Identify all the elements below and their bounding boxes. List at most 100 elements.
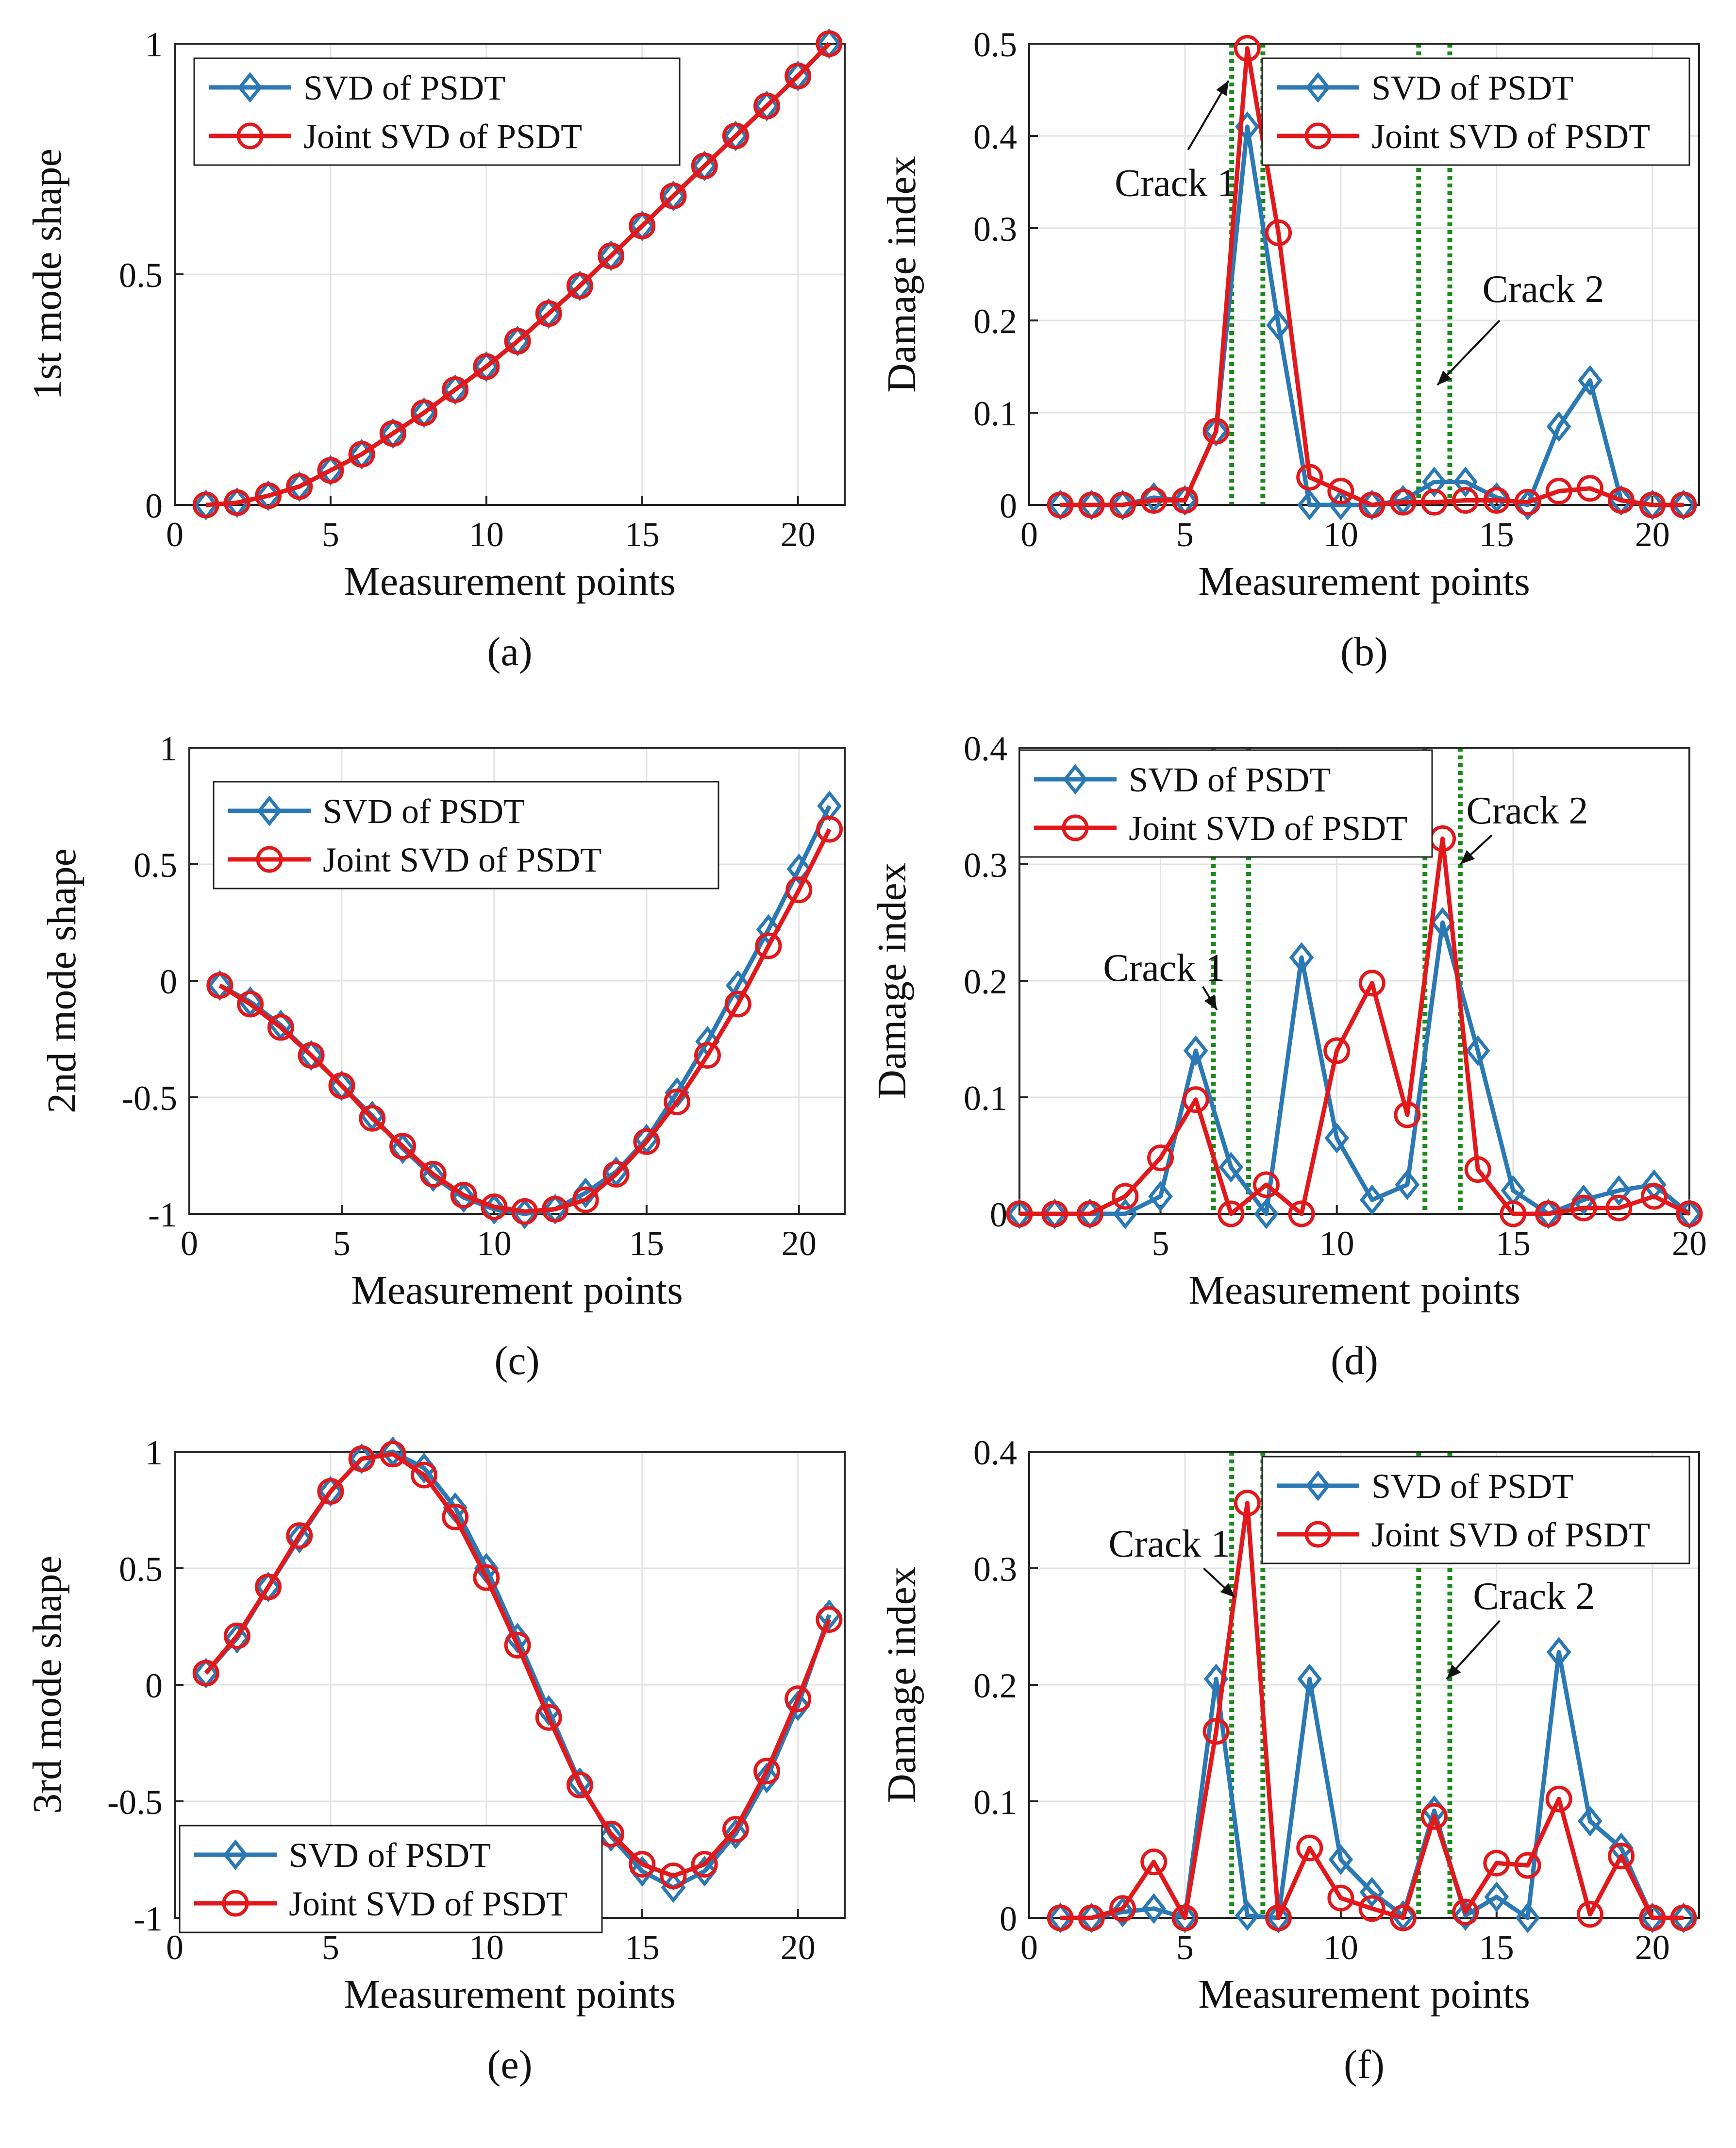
circle-marker [1420, 1803, 1448, 1830]
series-line [204, 1452, 832, 1879]
circle-marker [1147, 1144, 1174, 1172]
diamond-marker [1453, 1900, 1478, 1931]
x-tick-label: 20 [1635, 1928, 1670, 1967]
circle-marker [753, 92, 781, 119]
circle-marker [206, 972, 234, 999]
y-tick-label: 0.5 [119, 1550, 163, 1589]
circle-marker [1047, 1904, 1074, 1931]
diamond-marker [1266, 309, 1291, 341]
x-axis-label: Measurement points [1188, 1268, 1520, 1313]
x-tick-label: 20 [782, 1224, 817, 1263]
y-tick-label: 0.4 [964, 729, 1007, 768]
y-tick-label: 0.3 [973, 210, 1017, 249]
circle-marker [633, 1128, 660, 1155]
legend-box [179, 1825, 603, 1933]
circle-marker [1323, 1037, 1351, 1064]
circle-marker [1234, 1490, 1261, 1517]
x-tick-label: 5 [1176, 1928, 1194, 1967]
diamond-marker [1578, 1806, 1602, 1837]
circle-marker [1670, 491, 1697, 519]
circle-marker [419, 1160, 447, 1188]
annotation-arrow [1436, 319, 1501, 386]
circle-marker [473, 1564, 500, 1591]
y-tick-label: 0.1 [964, 1079, 1007, 1118]
circle-marker [1389, 1904, 1417, 1931]
panel-caption: (d) [1331, 1338, 1378, 1383]
diamond-marker [786, 853, 812, 885]
circle-marker [1358, 491, 1385, 519]
circle-marker [511, 1198, 538, 1225]
circle-marker [1171, 1904, 1199, 1931]
circle-marker [379, 1441, 406, 1468]
diamond-marker [1297, 1663, 1322, 1695]
diamond-marker [1297, 489, 1322, 520]
circle-marker [629, 212, 656, 239]
legend-diamond-icon [1063, 764, 1088, 795]
circle-marker [255, 482, 282, 509]
diamond-marker [421, 1161, 446, 1192]
circle-marker [1296, 464, 1323, 491]
legend-label: Joint SVD of PSDT [1129, 809, 1407, 848]
y-tick-label: -0.5 [122, 1079, 177, 1118]
circle-marker [722, 1816, 749, 1843]
legend-box [1018, 749, 1433, 858]
x-tick-label: 10 [1323, 515, 1358, 554]
y-tick-label: 0 [990, 1195, 1007, 1234]
x-tick-label: 10 [477, 1224, 512, 1263]
legend: SVD of PSDT Joint SVD of PSDT [1018, 749, 1433, 858]
x-tick-label: 0 [181, 1224, 198, 1263]
x-tick-label: 15 [625, 515, 660, 554]
y-axis-label: Damage index [869, 862, 915, 1099]
legend: SVD of PSDT Joint SVD of PSDT [1261, 57, 1690, 166]
y-axis-label: Damage index [879, 156, 924, 392]
y-tick-label: 0.2 [973, 1666, 1017, 1705]
circle-marker [1252, 1171, 1280, 1198]
legend-diamond-icon [223, 1839, 248, 1870]
x-tick-label: 0 [166, 515, 184, 554]
x-tick-label: 15 [1479, 515, 1514, 554]
x-tick-label: 20 [1635, 515, 1670, 554]
diamond-marker [785, 1690, 811, 1721]
y-axis-label: 3rd mode shape [25, 1556, 70, 1814]
circle-marker [1514, 1852, 1541, 1879]
legend-label: SVD of PSDT [1129, 760, 1331, 799]
x-tick-label: 10 [1319, 1224, 1354, 1263]
circle-marker [1535, 1200, 1562, 1227]
circle-marker [1545, 478, 1572, 504]
diamond-marker [390, 1133, 415, 1164]
x-tick-label: 15 [1496, 1224, 1531, 1263]
circle-marker [1109, 1895, 1136, 1922]
y-tick-label: 0 [145, 487, 163, 525]
circle-marker [566, 272, 593, 300]
legend-diamond-icon [1305, 72, 1331, 103]
diamond-marker [1546, 411, 1571, 442]
circle-marker [1608, 1843, 1635, 1870]
circle-marker [1576, 475, 1603, 502]
panel-d: 5 10 15 20 0 0.1 0.2 0.3 0.4 Measurement points Da… [869, 729, 1707, 1383]
y-axis-label: Damage index [879, 1566, 924, 1803]
circle-marker [664, 1089, 691, 1116]
y-tick-label: 0.5 [119, 256, 163, 295]
circle-marker [223, 489, 250, 516]
diamond-marker [1453, 466, 1478, 498]
circle-marker [535, 1704, 562, 1731]
circle-marker [572, 1186, 599, 1213]
y-tick-label: 0.1 [973, 1783, 1017, 1822]
circle-marker [1389, 488, 1417, 516]
x-tick-label: 20 [781, 1928, 816, 1967]
y-tick-label: 0.4 [973, 117, 1017, 156]
circle-marker [192, 491, 219, 519]
circle-marker [1202, 418, 1230, 445]
circle-marker [541, 1195, 568, 1223]
diamond-marker [1359, 1877, 1385, 1908]
diamond-marker [1254, 1198, 1279, 1229]
x-tick-label: 5 [322, 1928, 339, 1967]
y-tick-label: 0.4 [973, 1433, 1017, 1472]
circle-marker [1670, 1904, 1697, 1931]
circle-marker [1182, 1086, 1209, 1113]
diamond-marker [1465, 1035, 1490, 1066]
circle-marker [1234, 35, 1261, 62]
x-tick-label: 20 [781, 515, 816, 554]
legend-circle-icon [222, 1890, 249, 1917]
circle-marker [1041, 1200, 1068, 1227]
